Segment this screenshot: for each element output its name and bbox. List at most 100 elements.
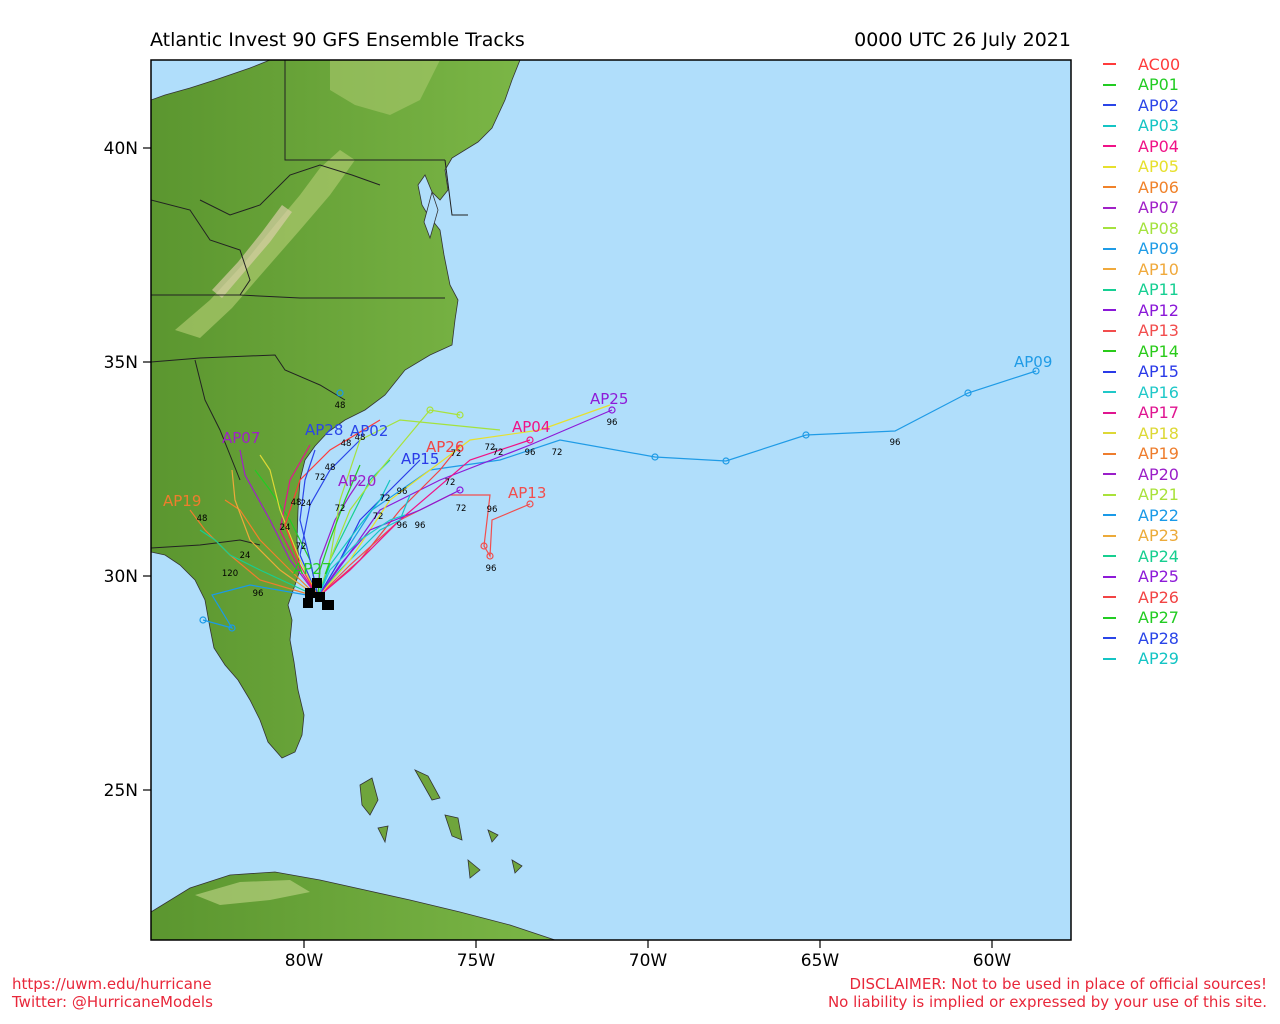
legend-label: AP19: [1138, 444, 1179, 464]
legend-item: AC00: [1103, 54, 1180, 75]
legend-line-swatch: [1103, 575, 1116, 578]
footer-disclaimer: DISCLAIMER: Not to be used in place of o…: [828, 975, 1267, 1011]
legend-label: AP25: [1138, 567, 1179, 587]
legend-item: AP20: [1103, 464, 1180, 485]
legend-line-swatch: [1103, 63, 1116, 66]
legend-line-swatch: [1103, 370, 1116, 373]
svg-text:120: 120: [222, 569, 238, 579]
legend-line-swatch: [1103, 514, 1116, 517]
track-label-ap20: AP20: [338, 472, 376, 490]
legend-item: AP12: [1103, 300, 1180, 321]
cuba-terrain: [195, 880, 310, 905]
legend-line-swatch: [1103, 145, 1116, 148]
lon-label: 75W: [457, 951, 496, 971]
legend-item: AP02: [1103, 95, 1180, 116]
legend-label: AP07: [1138, 198, 1179, 218]
lat-label: 30N: [104, 567, 138, 587]
legend-line-swatch: [1103, 493, 1116, 496]
svg-text:72: 72: [451, 449, 462, 459]
svg-text:48: 48: [335, 401, 346, 411]
appalachian-peaks: [212, 205, 292, 298]
map-frame: [150, 59, 1072, 941]
svg-text:48: 48: [325, 463, 336, 473]
legend-item: AP16: [1103, 382, 1180, 403]
legend-item: AP15: [1103, 362, 1180, 383]
svg-text:72: 72: [315, 473, 326, 483]
map-datetime: 0000 UTC 26 July 2021: [854, 29, 1071, 51]
legend-label: AP01: [1138, 75, 1179, 95]
lon-label: 70W: [629, 951, 668, 971]
svg-text:48: 48: [355, 433, 366, 443]
lat-label: 35N: [104, 353, 138, 373]
legend-label: AP10: [1138, 259, 1179, 279]
legend-item: AP26: [1103, 587, 1180, 608]
legend-line-swatch: [1103, 186, 1116, 189]
track-label-ap07: AP07: [222, 429, 260, 447]
legend-line-swatch: [1103, 432, 1116, 435]
legend-item: AP29: [1103, 649, 1180, 670]
track-markers: [199, 367, 1040, 632]
legend-item: AP09: [1103, 239, 1180, 260]
track-label-ap26: AP26: [426, 438, 464, 456]
legend-item: AP08: [1103, 218, 1180, 239]
legend-line-swatch: [1103, 104, 1116, 107]
legend-line-swatch: [1103, 165, 1116, 168]
svg-text:72: 72: [456, 504, 467, 514]
svg-text:96: 96: [397, 487, 408, 497]
legend-item: AP06: [1103, 177, 1180, 198]
legend-line-swatch: [1103, 391, 1116, 394]
legend-label: AP16: [1138, 382, 1179, 402]
legend-line-swatch: [1103, 309, 1116, 312]
legend-line-swatch: [1103, 534, 1116, 537]
legend-label: AP13: [1138, 321, 1179, 341]
legend-line-swatch: [1103, 288, 1116, 291]
lat-label: 25N: [104, 781, 138, 801]
legend-item: AP28: [1103, 628, 1180, 649]
svg-text:48: 48: [341, 439, 352, 449]
legend-line-swatch: [1103, 206, 1116, 209]
legend-line-swatch: [1103, 350, 1116, 353]
legend-label: AP24: [1138, 546, 1179, 566]
svg-text:96: 96: [253, 589, 264, 599]
svg-text:24: 24: [240, 551, 251, 561]
svg-text:96: 96: [890, 438, 901, 448]
legend-label: AP17: [1138, 403, 1179, 423]
track-label-ap28: AP28: [305, 421, 343, 439]
legend-line-swatch: [1103, 596, 1116, 599]
legend-label: AP12: [1138, 300, 1179, 320]
ensemble-tracks: [189, 370, 1037, 629]
great-lakes: [151, 60, 271, 101]
track-label-ap27: AP27: [293, 560, 331, 578]
svg-text:72: 72: [335, 504, 346, 514]
legend-line-swatch: [1103, 124, 1116, 127]
legend-line-swatch: [1103, 247, 1116, 250]
footer-twitter[interactable]: Twitter: @HurricaneModels: [12, 993, 213, 1011]
legend-item: AP23: [1103, 526, 1180, 547]
legend-line-swatch: [1103, 452, 1116, 455]
legend-label: AP20: [1138, 464, 1179, 484]
forecast-hour-labels: 96 96 72 96 72 72 96 96 72 72 72 96 96 7…: [197, 401, 901, 599]
svg-text:96: 96: [607, 418, 618, 428]
svg-text:48: 48: [197, 514, 208, 524]
northeast-highlands: [330, 60, 440, 115]
footer-url[interactable]: https://uwm.edu/hurricane: [12, 975, 212, 993]
legend-label: AP18: [1138, 423, 1179, 443]
legend-label: AP03: [1138, 116, 1179, 136]
legend-label: AP23: [1138, 526, 1179, 546]
legend-line-swatch: [1103, 616, 1116, 619]
lon-label: 80W: [285, 951, 324, 971]
disclaimer-line-1: DISCLAIMER: Not to be used in place of o…: [849, 975, 1267, 993]
legend-label: AP28: [1138, 628, 1179, 648]
svg-text:24: 24: [301, 499, 312, 509]
svg-text:96: 96: [397, 521, 408, 531]
storm-start-cluster: [303, 578, 334, 610]
lon-label: 65W: [801, 951, 840, 971]
legend-label: AP14: [1138, 341, 1179, 361]
legend-label: AP26: [1138, 587, 1179, 607]
legend-label: AP21: [1138, 485, 1179, 505]
lat-label: 40N: [104, 139, 138, 159]
legend-label: AC00: [1138, 54, 1181, 74]
legend-item: AP11: [1103, 280, 1180, 301]
us-land: [151, 60, 521, 759]
